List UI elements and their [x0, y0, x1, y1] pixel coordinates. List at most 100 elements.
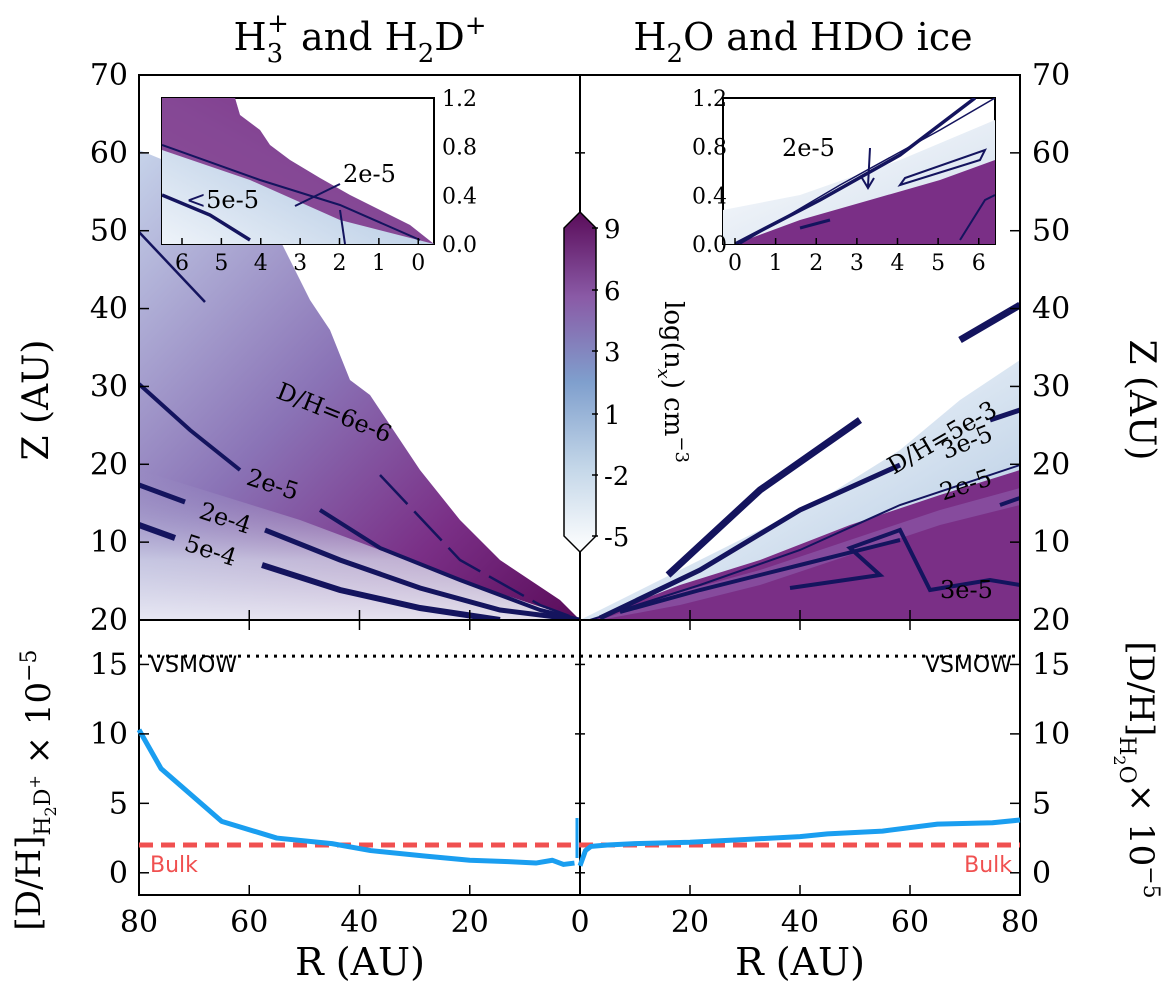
- bulk-label-left: Bulk: [150, 853, 198, 878]
- inset-x-tick-label: 2: [333, 251, 347, 276]
- dh-left-axis-label: [D/H]H2D+ × 10−5: [9, 649, 60, 930]
- contour-right-5e-3: [665, 301, 1020, 578]
- inset-right-label-1: 2e-5: [782, 134, 835, 162]
- map-right-ice: [590, 470, 1020, 620]
- contour-left-2e-4: [139, 482, 581, 620]
- inset-y-tick-label: 0.8: [442, 136, 477, 161]
- contour-right-3e-5b: [619, 496, 1020, 614]
- dh-tick-label-left: 0: [109, 856, 128, 891]
- colorbar: 9 6 3 1 -2 -5 log(nx) cm−3: [563, 210, 692, 554]
- inset-x-tick-label: 2: [809, 251, 823, 276]
- bulk-label-right: Bulk: [964, 853, 1012, 878]
- title-right: H2O and HDO ice: [633, 15, 972, 69]
- inset-x-tick-label: 5: [931, 251, 945, 276]
- contour-right-2e-5: [589, 464, 1020, 620]
- r-tick-label-left: 0: [570, 905, 589, 940]
- inset-y-tick-label: 1.2: [442, 87, 477, 112]
- inset-x-tick-label: 1: [769, 251, 783, 276]
- dh-ticks: 15 15 10 10 5 5 0 0: [90, 647, 1070, 890]
- inset-right: 2e-5 0 1 2 3 4 5 6 1.2 0.8 0.4 0.0: [692, 87, 996, 276]
- contour-right-3e-5: [598, 407, 1020, 620]
- z-tick-label-right: 70: [1032, 58, 1070, 93]
- z-tick-label-right: 20: [1032, 447, 1070, 482]
- dh-tick-label-right: 10: [1032, 717, 1070, 752]
- title-left: H3+ and H2D+: [233, 9, 486, 69]
- r-tick-label-left: 20: [451, 905, 489, 940]
- dh-tick-label-left: 5: [109, 786, 128, 821]
- inset-x-tick-label: 0: [728, 251, 742, 276]
- inset-left-label-1: 2e-5: [343, 160, 396, 188]
- z-tick-label-left: 70: [90, 58, 128, 93]
- z-tick-label-left: 30: [90, 369, 128, 404]
- r-axis-label-left: R (AU): [295, 940, 425, 984]
- colorbar-tick-label: 6: [604, 277, 621, 307]
- map-left-region: [139, 150, 580, 620]
- inset-y-tick-label: 0.0: [442, 233, 477, 258]
- z-tick-label-right: 30: [1032, 369, 1070, 404]
- contour-right-3e-5c: [789, 527, 1020, 593]
- inset-left-ticks: 6 5 4 3 2 1 0 1.2 0.8 0.4 0.0: [175, 87, 477, 276]
- z-tick-label-right: 40: [1032, 292, 1070, 327]
- r-tick-label-right: 40: [781, 905, 819, 940]
- z-tick-label-right: 60: [1032, 136, 1070, 171]
- z-tick-label-left: 40: [90, 292, 128, 327]
- series-line-h2o: [577, 817, 1021, 867]
- inset-y-tick-label: 0.0: [692, 233, 727, 258]
- z-axis-label-right: Z (AU): [1121, 340, 1162, 461]
- colorbar-tick-label: 9: [604, 215, 621, 245]
- dh-tick-label-right: 15: [1032, 647, 1070, 682]
- z-tick-label-left: 10: [90, 525, 128, 560]
- colorbar-tick-label: 1: [604, 401, 621, 431]
- inset-x-tick-label: 6: [175, 251, 189, 276]
- inset-x-tick-label: 3: [293, 251, 307, 276]
- z-tick-label-left: 60: [90, 136, 128, 171]
- r-axis-label-right: R (AU): [735, 940, 865, 984]
- inset-left: 2e-5 <5e-5 6 5 4 3 2 1 0 1.2 0.8 0.4 0.0: [161, 87, 477, 276]
- contour-left-6e-6b: [379, 474, 581, 620]
- r-tick-label-right: 80: [1001, 905, 1039, 940]
- r-tick-label-left: 80: [120, 905, 158, 940]
- r-tick-label-left: 60: [230, 905, 268, 940]
- inset-y-tick-label: 0.4: [442, 184, 477, 209]
- vsmow-label-left: VSMOW: [150, 653, 237, 678]
- inset-x-tick-label: 0: [411, 251, 425, 276]
- inset-x-tick-label: 4: [254, 251, 268, 276]
- z-tick-label-left: 20: [90, 447, 128, 482]
- contour-left-2e-5: [139, 382, 581, 620]
- r-tick-label-right: 60: [891, 905, 929, 940]
- inset-right-ticks: 0 1 2 3 4 5 6 1.2 0.8 0.4 0.0: [692, 87, 986, 276]
- dh-tick-label-left: 10: [90, 717, 128, 752]
- r-ticks: 80 60 40 20 0 20 40 60 80: [120, 610, 1039, 940]
- inset-x-tick-label: 3: [850, 251, 864, 276]
- inset-x-tick-label: 6: [972, 251, 986, 276]
- inset-x-tick-label: 4: [891, 251, 905, 276]
- z-tick-label-right: 20: [1032, 603, 1070, 638]
- colorbar-tick-label: -5: [604, 523, 629, 553]
- contour-left-5e-4: [139, 522, 501, 620]
- inset-y-tick-label: 0.4: [692, 184, 727, 209]
- series-line-h2d: [136, 728, 575, 867]
- z-axis-label-left: Z (AU): [16, 340, 57, 461]
- colorbar-label: log(nx) cm−3: [653, 301, 692, 463]
- inset-x-tick-label: 1: [372, 251, 386, 276]
- inset-y-tick-label: 1.2: [692, 87, 727, 112]
- z-tick-label-right: 50: [1032, 214, 1070, 249]
- vsmow-label-right: VSMOW: [925, 653, 1012, 678]
- dh-tick-label-right: 5: [1032, 786, 1051, 821]
- inset-left-label-2: <5e-5: [186, 186, 259, 214]
- map-left-lowz: [139, 470, 580, 620]
- z-tick-label-left: 50: [90, 214, 128, 249]
- contour-label-right-4: 3e-5: [940, 576, 993, 604]
- contour-left-6e-6: [139, 231, 206, 303]
- dh-right-axis-label: [D/H]H2O× 10−5: [1110, 641, 1163, 898]
- colorbar-tick-label: -2: [604, 462, 629, 492]
- dh-tick-label-right: 0: [1032, 856, 1051, 891]
- inset-y-tick-label: 0.8: [692, 136, 727, 161]
- colorbar-tick-label: 3: [604, 338, 621, 368]
- inset-x-tick-label: 5: [214, 251, 228, 276]
- r-tick-label-left: 40: [340, 905, 378, 940]
- z-tick-label-left: 20: [90, 603, 128, 638]
- colorbar-ticks: 9 6 3 1 -2 -5: [592, 215, 629, 553]
